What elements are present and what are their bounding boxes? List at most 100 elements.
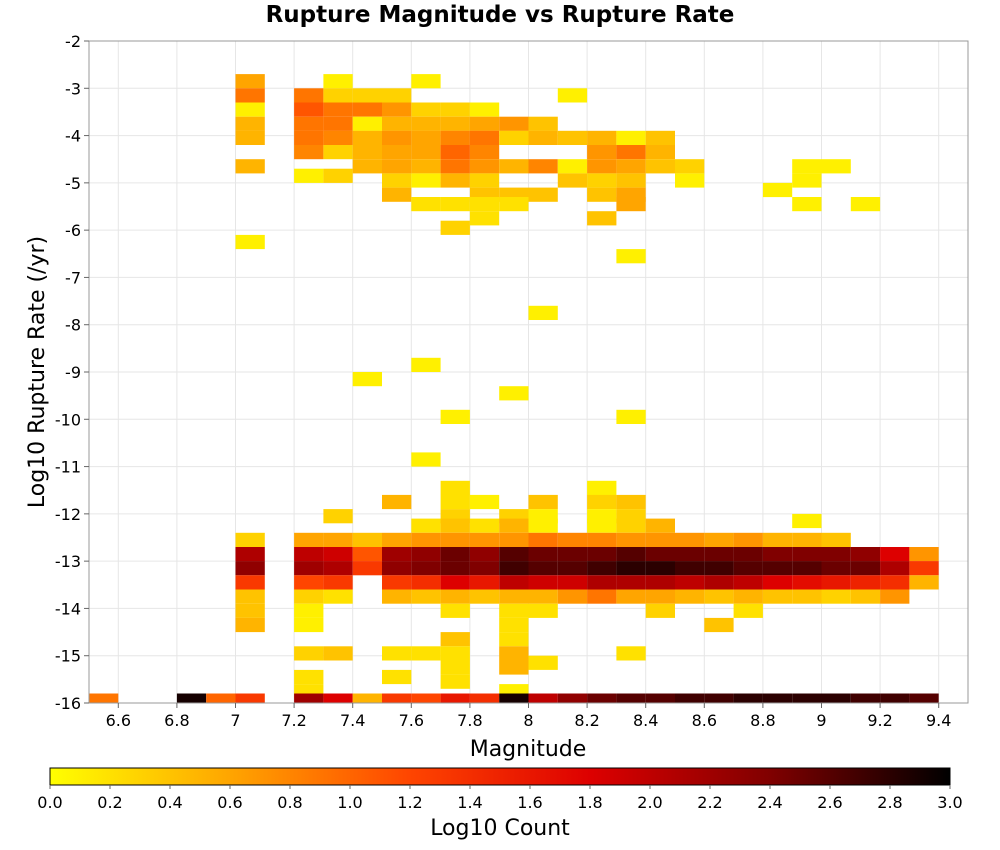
heatmap-cell: [616, 249, 646, 264]
heatmap-cell: [528, 693, 558, 703]
heatmap-cell: [616, 693, 646, 703]
heatmap-cell: [909, 547, 939, 562]
colorbar-tick-label: 1.8: [577, 793, 602, 812]
colorbar-tick-label: 2.6: [817, 793, 842, 812]
heatmap-cell: [880, 561, 910, 576]
heatmap-cell: [587, 480, 617, 495]
heatmap-cell: [528, 532, 558, 547]
heatmap-cell: [499, 575, 529, 590]
colorbar-label: Log10 Count: [430, 816, 570, 841]
x-tick-label: 8.6: [692, 711, 717, 730]
heatmap-cell: [352, 532, 382, 547]
heatmap-cell: [587, 145, 617, 160]
y-axis-label: Log10 Rupture Rate (/yr): [25, 236, 50, 508]
heatmap-cell: [616, 409, 646, 424]
y-tick-label: -6: [65, 221, 81, 240]
heatmap-cell: [440, 145, 470, 160]
heatmap-cell: [294, 617, 324, 633]
heatmap-cell: [411, 452, 441, 467]
heatmap-cell: [616, 575, 646, 590]
heatmap-cell: [821, 547, 851, 562]
heatmap-cell: [587, 187, 617, 202]
heatmap-cell: [850, 693, 881, 703]
heatmap-cell: [294, 561, 324, 576]
heatmap-cell: [528, 494, 558, 510]
heatmap-cell: [587, 547, 617, 562]
heatmap-cell: [440, 532, 470, 547]
x-tick-label: 8.4: [633, 711, 658, 730]
heatmap-cell: [762, 547, 793, 562]
heatmap-cell: [382, 88, 412, 103]
heatmap-cell: [616, 547, 646, 562]
heatmap-cell: [733, 561, 763, 576]
y-tick-label: -8: [65, 316, 81, 335]
heatmap-cell: [499, 518, 529, 533]
heatmap-cell: [440, 102, 470, 117]
colorbar: [49, 767, 951, 786]
heatmap-cell: [294, 116, 324, 131]
heatmap-cell: [850, 197, 881, 212]
heatmap-cell: [235, 603, 265, 618]
heatmap-cell: [792, 197, 822, 212]
heatmap-cell: [675, 532, 705, 547]
heatmap-cell: [469, 589, 500, 604]
heatmap-cell: [528, 305, 558, 320]
heatmap-cell: [499, 632, 529, 647]
heatmap-cell: [733, 547, 763, 562]
heatmap-cell: [587, 130, 617, 145]
heatmap-cell: [323, 102, 353, 117]
heatmap-cell: [382, 187, 412, 202]
heatmap-cell: [469, 159, 500, 174]
heatmap-cell: [557, 130, 588, 145]
heatmap-cell: [352, 547, 382, 562]
heatmap-cell: [382, 669, 412, 685]
heatmap-cell: [762, 575, 793, 590]
heatmap-cell: [440, 197, 470, 212]
heatmap-cell: [411, 589, 441, 604]
heatmap-cell: [469, 197, 500, 212]
heatmap-cell: [645, 130, 675, 145]
y-tick-label: -7: [65, 268, 81, 287]
heatmap-cell: [352, 130, 382, 145]
heatmap-cell: [235, 532, 265, 547]
heatmap-cell: [235, 575, 265, 590]
heatmap-cell: [850, 575, 881, 590]
heatmap-cell: [792, 547, 822, 562]
heatmap-cell: [235, 234, 265, 250]
heatmap-cell: [792, 159, 822, 174]
y-tick-label: -3: [65, 79, 81, 98]
heatmap-cell: [880, 693, 910, 703]
heatmap-cell: [645, 603, 675, 618]
heatmap-cell: [762, 561, 793, 576]
colorbar-tick-label: 1.4: [457, 793, 482, 812]
heatmap-cell: [499, 589, 529, 604]
heatmap-cell: [587, 211, 617, 226]
heatmap-cell: [499, 547, 529, 562]
heatmap-cell: [294, 88, 324, 103]
heatmap-cell: [382, 646, 412, 661]
heatmap-cell: [557, 547, 588, 562]
heatmap-cell: [821, 159, 851, 174]
heatmap-cell: [616, 646, 646, 661]
heatmap-cell: [645, 159, 675, 174]
heatmap-cell: [411, 693, 441, 703]
heatmap-cell: [704, 532, 734, 547]
heatmap-cells: [89, 74, 939, 703]
heatmap-cell: [440, 561, 470, 576]
y-tick-label: -11: [55, 458, 81, 477]
heatmap-cell: [440, 409, 470, 424]
x-tick-label: 8.2: [574, 711, 599, 730]
heatmap-cell: [440, 632, 470, 647]
heatmap-cell: [645, 532, 675, 547]
heatmap-cell: [499, 561, 529, 576]
heatmap-cell: [792, 589, 822, 604]
heatmap-cell: [909, 561, 939, 576]
heatmap-cell: [528, 518, 558, 533]
heatmap-cell: [557, 532, 588, 547]
heatmap-cell: [440, 480, 470, 495]
heatmap-cell: [587, 561, 617, 576]
heatmap-cell: [850, 561, 881, 576]
heatmap-cell: [499, 386, 529, 401]
heatmap-cell: [675, 589, 705, 604]
